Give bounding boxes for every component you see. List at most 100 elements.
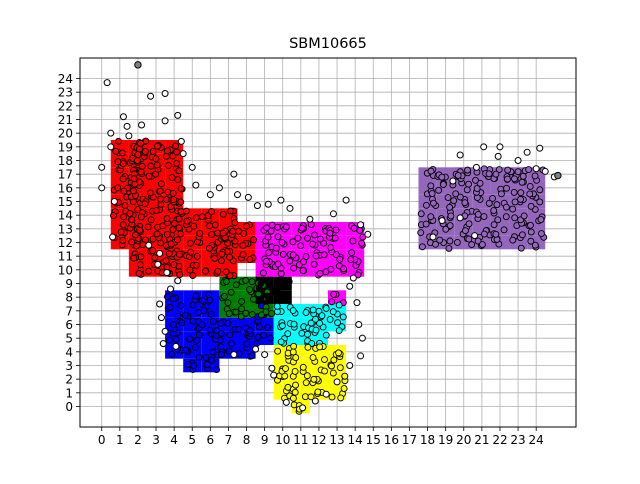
outlier-point — [206, 191, 214, 199]
outlier-point — [98, 184, 106, 192]
outlier-point — [154, 260, 162, 268]
data-point — [165, 336, 173, 344]
data-points — [98, 61, 562, 415]
data-point — [302, 379, 310, 387]
data-point — [492, 170, 500, 178]
data-point — [422, 220, 430, 228]
data-point — [278, 239, 286, 246]
data-point — [218, 250, 226, 258]
outlier-point — [157, 314, 165, 322]
data-point — [130, 254, 138, 262]
data-point — [328, 393, 336, 401]
data-point — [177, 230, 185, 238]
data-point — [316, 319, 324, 327]
outlier-point — [172, 342, 180, 350]
outlier-point — [333, 378, 341, 386]
data-point — [152, 206, 160, 214]
y-tick-label: 20 — [58, 127, 73, 141]
data-point — [182, 346, 190, 354]
data-point — [517, 189, 525, 197]
data-point — [427, 182, 435, 190]
data-point — [182, 207, 190, 215]
data-point — [292, 354, 300, 362]
data-point — [248, 311, 256, 318]
data-point — [417, 229, 425, 237]
data-point — [187, 248, 195, 256]
y-tick-label: 15 — [58, 195, 73, 209]
data-point — [265, 249, 273, 257]
outlier-point — [215, 184, 223, 192]
data-point — [316, 343, 324, 351]
outlier-point — [456, 151, 464, 159]
data-point — [198, 213, 206, 221]
outlier-point — [456, 214, 464, 222]
data-point — [257, 311, 265, 319]
data-point — [137, 168, 145, 176]
outlier-point — [107, 143, 115, 151]
outlier-point — [167, 285, 175, 293]
data-point — [322, 331, 330, 339]
data-point — [292, 381, 299, 389]
x-tick-label: 10 — [275, 433, 290, 447]
data-point — [271, 285, 279, 293]
data-point — [254, 333, 262, 341]
x-tick-label: 0 — [98, 433, 106, 447]
data-point — [165, 162, 172, 170]
data-point — [298, 329, 306, 337]
x-tick-label: 7 — [225, 433, 233, 447]
outlier-point — [188, 163, 196, 171]
y-tick-label: 23 — [58, 86, 73, 100]
data-point — [226, 253, 234, 261]
data-point — [511, 198, 519, 206]
data-point — [336, 364, 344, 372]
data-point — [232, 281, 240, 289]
data-point — [504, 175, 511, 183]
data-point — [163, 230, 171, 238]
data-point — [192, 292, 200, 300]
data-point — [192, 261, 200, 269]
x-tick-label: 5 — [188, 433, 196, 447]
data-point — [527, 228, 535, 236]
data-point — [289, 238, 297, 246]
data-point — [207, 310, 215, 318]
data-point — [243, 222, 250, 230]
data-point — [202, 267, 209, 275]
data-point — [348, 249, 356, 257]
outlier-point — [496, 143, 504, 151]
outlier-point — [230, 170, 238, 178]
y-tick-label: 0 — [65, 400, 73, 414]
outlier-point — [156, 300, 164, 308]
data-point — [307, 393, 315, 401]
data-point — [141, 200, 149, 208]
data-point — [520, 212, 528, 220]
data-point — [163, 215, 171, 222]
data-point — [167, 240, 175, 248]
data-point — [480, 213, 488, 220]
data-point — [273, 302, 281, 310]
data-point — [193, 336, 201, 344]
data-point — [175, 167, 183, 175]
data-point — [444, 194, 452, 202]
data-point — [126, 209, 134, 217]
outlier-point — [532, 165, 540, 173]
data-point — [527, 202, 535, 210]
x-tick-label: 6 — [207, 433, 215, 447]
data-point — [119, 149, 126, 157]
data-point — [165, 250, 173, 258]
outlier-point — [174, 111, 182, 119]
data-point — [128, 216, 136, 224]
data-point — [321, 367, 329, 375]
data-point — [537, 216, 545, 224]
data-point — [461, 227, 469, 235]
data-point — [147, 162, 155, 170]
y-tick-label: 2 — [65, 373, 73, 387]
data-point — [519, 172, 527, 180]
data-point — [156, 187, 164, 195]
data-point — [225, 310, 233, 318]
data-point — [497, 190, 505, 198]
x-tick-label: 22 — [492, 433, 507, 447]
y-tick-label: 12 — [58, 236, 73, 250]
data-point — [193, 252, 201, 260]
data-point — [243, 340, 251, 348]
data-point — [474, 210, 482, 218]
